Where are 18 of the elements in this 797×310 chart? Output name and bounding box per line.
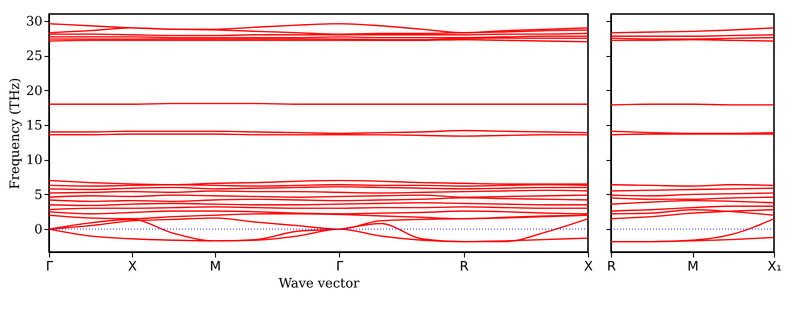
y-tick-label: 25 — [26, 49, 42, 64]
x-axis-title: Wave vector — [278, 276, 360, 292]
y-tick-label: 15 — [26, 118, 42, 134]
x-tick-label: R — [460, 260, 469, 274]
x-tick-label: X — [128, 260, 137, 274]
x-tick-label: M — [210, 260, 221, 274]
y-tick-label: 20 — [26, 84, 42, 99]
y-tick-label: 0 — [34, 222, 42, 238]
y-axis-title: Frequency (THz) — [8, 78, 23, 190]
x-tick-label: Γ — [336, 260, 344, 274]
y-tick-label: 10 — [26, 153, 42, 168]
x-tick-label: Γ — [46, 260, 54, 274]
y-tick-label: 5 — [34, 188, 42, 203]
x-tick-label: X — [584, 260, 594, 274]
y-tick-label: 30 — [26, 14, 42, 30]
x-tick-label: X₁ — [767, 260, 782, 274]
x-tick-label: M — [687, 260, 699, 274]
x-tick-label: R — [606, 260, 616, 274]
